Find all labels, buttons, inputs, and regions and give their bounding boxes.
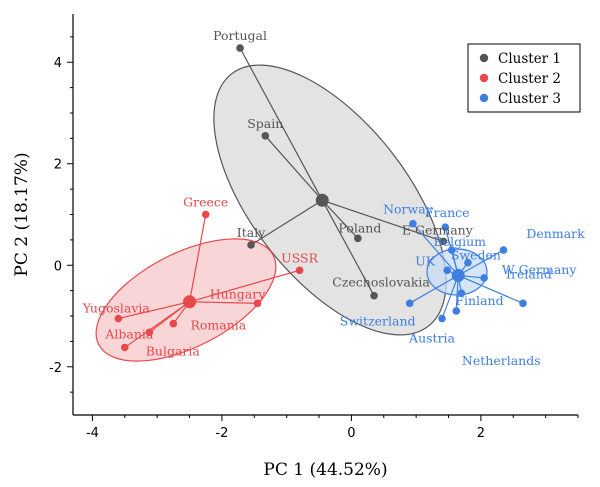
centroid-cluster-3 — [451, 268, 465, 282]
x-tick-label: 2 — [477, 426, 485, 441]
point-poland — [354, 234, 362, 243]
x-tick-label: -2 — [215, 426, 228, 441]
point-france — [441, 223, 450, 231]
label-belgium: Belgium — [434, 234, 487, 249]
point-ussr — [295, 266, 304, 275]
point-portugal — [236, 44, 244, 52]
point-e-germany — [439, 237, 448, 246]
spoke-bulgaria — [124, 301, 190, 348]
spoke-greece — [188, 214, 207, 302]
point-w-germany — [480, 274, 488, 282]
ellipse-cluster-1 — [213, 64, 447, 336]
label-w-germany: W Germany — [502, 262, 578, 277]
data-points — [114, 44, 527, 352]
point-hungary — [253, 299, 262, 308]
spoke-portugal — [239, 47, 323, 201]
label-bulgaria: Bulgaria — [146, 343, 201, 358]
spoke-austria — [441, 275, 459, 319]
point-belgium — [447, 246, 456, 254]
centroid-cluster-1 — [315, 193, 329, 207]
x-tick-label: 0 — [347, 426, 355, 441]
point-italy — [247, 241, 255, 249]
point-switzerland — [405, 299, 414, 308]
y-axis-title: PC 2 (18.17%) — [12, 152, 32, 276]
legend-label-cluster-2: Cluster 2 — [498, 71, 561, 87]
point-romania — [169, 319, 178, 328]
point-bulgaria — [120, 343, 129, 352]
label-uk: UK — [415, 253, 436, 268]
label-czechoslovakia: Czechoslovakia — [332, 275, 430, 290]
point-labels: Portugal Spain Italy Poland Czechoslovakia E … — [82, 28, 585, 368]
point-norway — [409, 219, 417, 228]
label-yugoslavia: Yugoslavia — [82, 301, 151, 316]
spoke-switzerland — [409, 274, 459, 304]
point-ireland — [519, 299, 527, 308]
point-yugoslavia — [114, 314, 123, 323]
label-albania: Albania — [104, 326, 154, 341]
legend-marker-cluster-2 — [479, 73, 489, 83]
point-netherlands — [452, 307, 461, 315]
label-hungary: Hungary — [210, 286, 266, 301]
spoke-poland — [321, 199, 359, 239]
label-austria: Austria — [408, 331, 455, 346]
centroid-cluster-2 — [183, 295, 197, 309]
label-poland: Poland — [338, 220, 381, 235]
y-tick-label: 0 — [54, 259, 62, 274]
label-denmark: Denmark — [526, 226, 585, 241]
point-denmark — [499, 246, 508, 254]
point-czechoslovakia — [370, 291, 378, 300]
legend-marker-cluster-1 — [479, 53, 489, 63]
legend-label-cluster-1: Cluster 1 — [498, 51, 561, 67]
point-albania — [145, 328, 154, 337]
point-greece — [201, 210, 210, 219]
label-italy: Italy — [237, 225, 266, 240]
y-tick-label: 2 — [54, 158, 62, 173]
label-greece: Greece — [183, 195, 228, 210]
label-finland: Finland — [455, 293, 503, 308]
spoke-ireland — [457, 274, 524, 304]
label-romania: Romania — [190, 318, 246, 333]
spoke-italy — [250, 199, 323, 246]
label-portugal: Portugal — [213, 28, 267, 43]
point-uk — [443, 266, 452, 275]
legend: Cluster 1 Cluster 2 Cluster 3 — [467, 43, 581, 113]
point-spain — [261, 132, 270, 140]
point-austria — [438, 314, 446, 323]
label-e-germany: E Germany — [402, 222, 474, 237]
label-ireland: Ireland — [506, 266, 552, 281]
label-spain: Spain — [247, 116, 283, 131]
label-sweden: Sweden — [451, 248, 501, 263]
spoke-hungary — [189, 301, 258, 304]
label-switzerland: Switzerland — [340, 313, 416, 328]
legend-label-cluster-3: Cluster 3 — [498, 91, 561, 107]
spoke-ussr — [189, 269, 300, 303]
spoke-norway — [412, 223, 459, 276]
x-tick-label: -4 — [86, 426, 99, 441]
spoke-spain — [264, 135, 323, 201]
y-tick-label: 4 — [54, 56, 62, 71]
label-france: France — [425, 205, 470, 220]
y-tick-label: -2 — [49, 361, 62, 376]
point-sweden — [464, 258, 472, 267]
spoke-czechoslovakia — [321, 200, 375, 297]
axes: -4 -2 0 2 -2 0 2 4 — [49, 14, 579, 441]
label-norway: Norway — [383, 202, 434, 217]
x-axis-title: PC 1 (44.52%) — [263, 460, 387, 480]
label-ussr: USSR — [281, 250, 318, 265]
spoke-yugoslavia — [118, 301, 190, 320]
point-finland — [457, 289, 466, 297]
label-netherlands: Netherlands — [462, 353, 541, 368]
spoke-denmark — [457, 249, 504, 276]
legend-marker-cluster-3 — [479, 93, 489, 103]
